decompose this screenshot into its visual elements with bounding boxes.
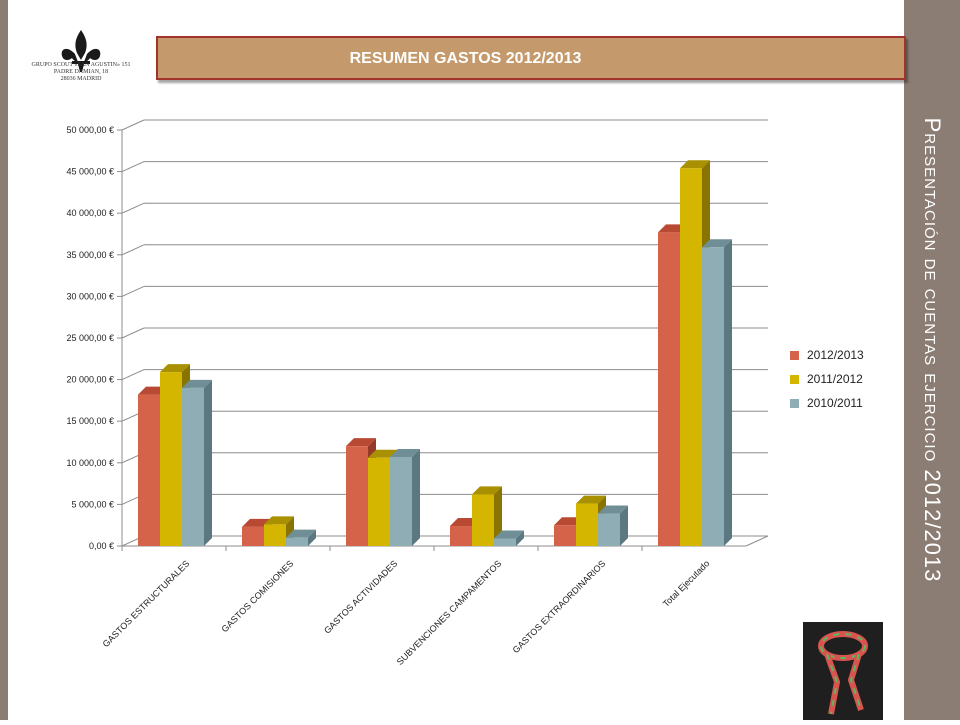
bar-top (494, 530, 524, 539)
legend-item-2011: 2011/2012 (790, 367, 864, 391)
legend-label-2011: 2011/2012 (807, 372, 863, 386)
bar-top (390, 448, 420, 457)
legend-item-2010: 2010/2011 (790, 391, 864, 415)
legend-swatch-2010 (790, 398, 799, 408)
x-tick-label: GASTOS ESTRUCTURALES (101, 558, 192, 649)
legend-label-2012: 2012/2013 (807, 348, 864, 362)
bar-top (346, 438, 376, 447)
y-tick-label: 5 000,00 € (71, 499, 114, 509)
bar (494, 538, 516, 546)
gridline-depth (121, 285, 145, 297)
gridline-depth (121, 119, 145, 131)
y-tick-label: 20 000,00 € (66, 375, 114, 385)
bar-side (620, 505, 628, 546)
bar-side (412, 448, 420, 546)
y-tick-label: 0,00 € (89, 541, 114, 551)
bar-side (516, 530, 524, 546)
x-tick-label: SUBVENCIONES CAMPAMENTOS (395, 558, 504, 667)
legend-swatch-2012 (790, 350, 799, 360)
scout-scarf-image (803, 622, 883, 720)
y-tick-label: 45 000,00 € (66, 167, 114, 177)
bar-side (494, 486, 502, 546)
logo-address-1: PADRE DAMIAN, 18 (53, 69, 109, 75)
side-band (904, 0, 960, 720)
bar (680, 168, 702, 546)
bar (658, 232, 680, 546)
bar (264, 524, 286, 546)
legend-swatch-2011 (790, 374, 799, 384)
bar-side (308, 529, 316, 546)
bar-top (576, 495, 606, 504)
gridline-depth (121, 327, 145, 339)
bar-top (264, 516, 294, 525)
x-tick-label: Total Ejecutado (661, 558, 712, 609)
y-tick-label: 40 000,00 € (66, 208, 114, 218)
bar (450, 526, 472, 546)
bar (702, 247, 724, 546)
bar (472, 494, 494, 546)
bar-top (472, 486, 502, 495)
gridline-depth (121, 202, 145, 214)
y-tick-label: 35 000,00 € (66, 250, 114, 260)
logo-group-name: GRUPO SCOUT «SAN AGUSTIN» 151 (31, 62, 131, 68)
bar-top (680, 160, 710, 169)
x-tick-label: GASTOS EXTRAORDINARIOS (511, 558, 608, 655)
bar (182, 387, 204, 546)
gridline-depth (121, 244, 145, 256)
left-accent-stripe (0, 0, 8, 720)
bar (286, 537, 308, 546)
bar (390, 456, 412, 546)
bar-top (160, 364, 190, 373)
bar-top (702, 239, 732, 248)
bar (242, 526, 264, 546)
bar (598, 513, 620, 546)
fleur-de-lis-logo (61, 30, 101, 72)
chart-title: RESUMEN GASTOS 2012/2013 (349, 50, 582, 67)
y-tick-label: 50 000,00 € (66, 125, 114, 135)
gridline-depth (121, 369, 145, 381)
bar-side (204, 379, 212, 546)
legend-label-2010: 2010/2011 (807, 396, 863, 410)
legend: 2012/2013 2011/2012 2010/2011 (790, 343, 864, 415)
gridline-depth (121, 161, 145, 173)
x-tick-label: GASTOS ACTIVIDADES (322, 558, 399, 635)
x-axis-depth (745, 535, 769, 547)
y-tick-label: 25 000,00 € (66, 333, 114, 343)
legend-item-2012: 2012/2013 (790, 343, 864, 367)
bar-top (286, 529, 316, 538)
scarf-icon (818, 631, 868, 715)
bar (160, 372, 182, 546)
bar (368, 457, 390, 546)
title-bar: RESUMEN GASTOS 2012/2013 (156, 36, 906, 80)
bar (554, 525, 576, 546)
bar (346, 446, 368, 546)
y-tick-label: 30 000,00 € (66, 291, 114, 301)
y-tick-label: 10 000,00 € (66, 458, 114, 468)
logo-text: GRUPO SCOUT «SAN AGUSTIN» 151 PADRE DAMI… (20, 62, 142, 83)
bar-side (724, 239, 732, 546)
bar-top (182, 379, 212, 388)
x-tick-label: GASTOS COMISIONES (219, 558, 295, 634)
y-tick-label: 15 000,00 € (66, 416, 114, 426)
bar-top (598, 505, 628, 514)
logo-address-2: 28036 MADRID (60, 76, 102, 82)
bar (138, 394, 160, 546)
bar-top (368, 449, 398, 458)
bar (576, 503, 598, 546)
